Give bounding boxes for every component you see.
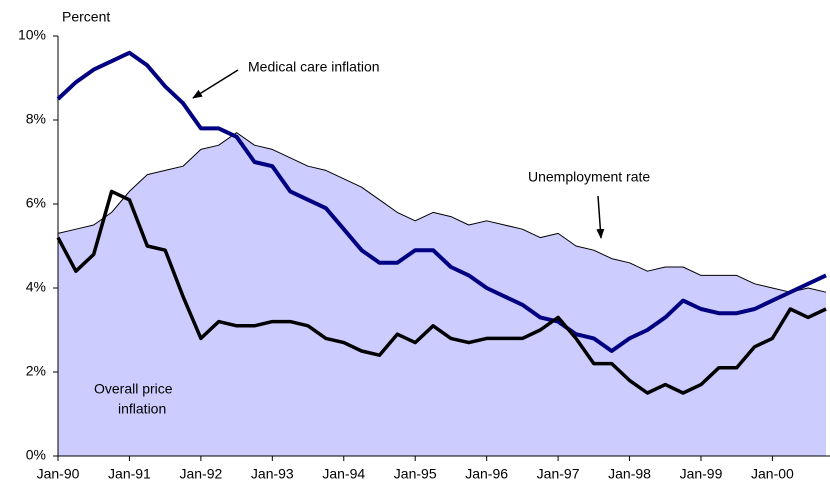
y-tick-label: 4%: [26, 279, 46, 295]
y-tick-label: 10%: [18, 27, 46, 43]
x-tick-label: Jan-91: [108, 466, 151, 482]
x-tick-label: Jan-00: [751, 466, 794, 482]
x-tick-label: Jan-97: [537, 466, 580, 482]
x-tick-label: Jan-93: [251, 466, 294, 482]
annotation-arrow: [596, 195, 605, 239]
y-tick-label: 6%: [26, 195, 46, 211]
series-line: [56, 189, 827, 395]
x-tick-label: Jan-96: [465, 466, 508, 482]
x-tick-label: Jan-94: [322, 466, 365, 482]
y-axis-label: Percent: [62, 9, 110, 25]
series-line: [57, 132, 827, 293]
x-tick-label: Jan-92: [179, 466, 222, 482]
series-label: Medical care inflation: [248, 59, 380, 75]
annotation-arrow: [192, 69, 239, 99]
series-line: [56, 50, 827, 353]
unemployment-area: [58, 132, 826, 456]
x-tick-label: Jan-95: [394, 466, 437, 482]
y-tick-label: 2%: [26, 363, 46, 379]
series-label: Overall price: [94, 381, 173, 397]
x-tick-label: Jan-90: [37, 466, 80, 482]
series-label: Unemployment rate: [528, 169, 650, 185]
y-tick-label: 0%: [26, 447, 46, 463]
x-tick-label: Jan-99: [680, 466, 723, 482]
series-label: inflation: [118, 401, 166, 417]
y-tick-label: 8%: [26, 111, 46, 127]
x-tick-label: Jan-98: [608, 466, 651, 482]
